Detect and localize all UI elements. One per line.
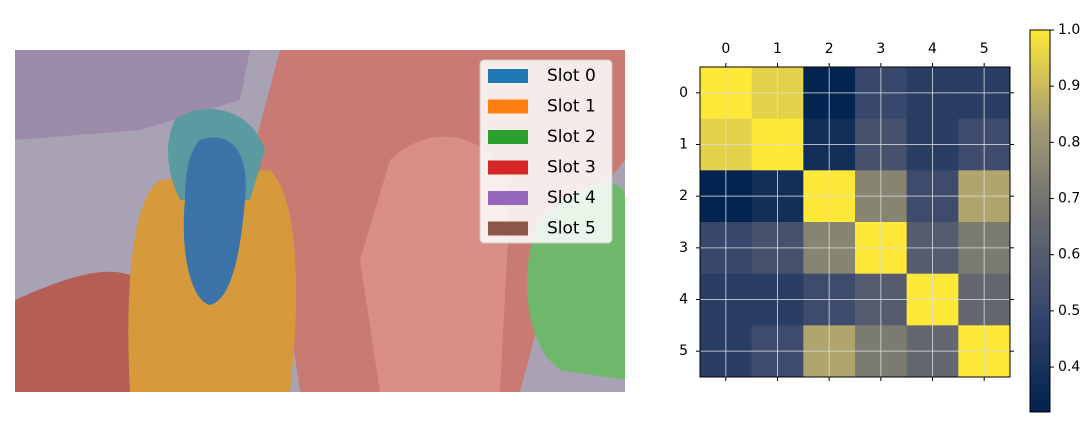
y-tick-label: 1 [679,137,688,153]
x-tick-label: 3 [876,41,885,57]
legend-box [479,59,613,244]
legend-label: Slot 2 [547,127,596,147]
legend-label: Slot 0 [547,66,596,86]
colorbar-tick-label: 0.8 [1058,134,1080,150]
legend-label: Slot 5 [547,219,596,239]
x-tick-label: 1 [773,41,782,57]
y-tick-label: 2 [679,188,688,204]
x-tick-label: 5 [980,41,989,57]
legend-label: Slot 3 [547,158,596,178]
y-tick-label: 0 [679,85,688,101]
legend-label: Slot 1 [547,97,596,117]
colorbar-tick-label: 0.9 [1058,78,1080,94]
x-tick-label: 0 [721,41,730,57]
legend-swatch [488,160,528,175]
x-tick-label: 2 [825,41,834,57]
colorbar-tick-label: 1.0 [1058,22,1080,38]
colorbar-tick-label: 0.6 [1058,247,1080,263]
legend-label: Slot 4 [547,188,596,208]
legend: Slot 0 Slot 1 Slot 2 Slot 3 Slot 4 Slot 5 [479,59,613,244]
legend-swatch [488,99,528,114]
heatmap-frame [699,66,1011,378]
y-tick-label: 4 [679,292,688,308]
legend-swatch [488,69,528,83]
colorbar [1029,29,1051,413]
colorbar-tick-label: 0.5 [1058,303,1080,319]
y-tick-label: 3 [679,240,688,256]
colorbar-tick-label: 0.7 [1058,191,1080,207]
legend-swatch [488,191,528,205]
legend-swatch [488,221,528,236]
legend-swatch [488,130,528,144]
x-tick-label: 4 [928,41,937,57]
colorbar-tick-label: 0.4 [1058,359,1080,375]
y-tick-label: 5 [679,343,688,359]
